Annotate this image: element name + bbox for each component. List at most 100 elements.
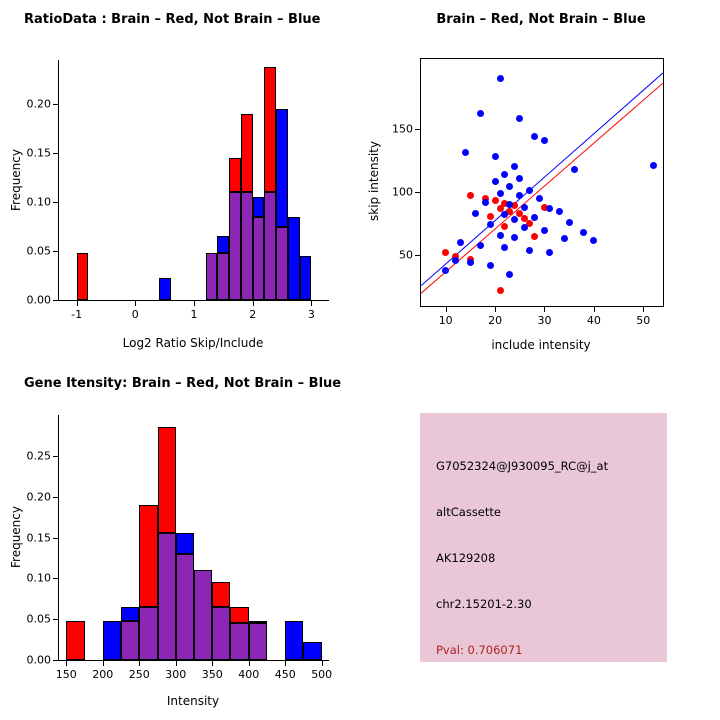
- intensity-scatter-ylabel: skip intensity: [367, 141, 381, 221]
- x-tick: [285, 661, 287, 666]
- scatter-point: [516, 115, 524, 123]
- scatter-point: [649, 161, 657, 169]
- y-tick: [415, 255, 420, 257]
- gene-intensity-histogram-panel: Gene Itensity: Brain – Red, Not Brain – …: [0, 360, 360, 720]
- x-tick: [445, 307, 447, 312]
- x-tick-label: 400: [238, 668, 260, 681]
- ratio-histogram-plot-area: -1 0 1 2 3 0.00 0.05 0.10 0.15 0.20: [27, 60, 329, 321]
- scatter-point: [531, 213, 539, 221]
- scatter-point: [457, 239, 464, 247]
- scatter-point: [521, 215, 529, 223]
- scatter-point: [526, 246, 534, 254]
- y-tick-label: 0.00: [26, 293, 52, 307]
- y-tick-label: 0.15: [26, 146, 52, 160]
- y-tick: [53, 300, 58, 301]
- scatter-point: [570, 165, 578, 173]
- info-line: Pval: 0.706071: [436, 643, 523, 657]
- hist-bar-overlap: [276, 226, 288, 300]
- scatter-point: [486, 261, 494, 269]
- x-tick: [248, 661, 250, 666]
- scatter-point: [481, 198, 489, 206]
- scatter-point: [511, 216, 519, 224]
- x-tick-label: 2: [249, 308, 257, 321]
- hist-bar-blue: [217, 236, 230, 253]
- y-tick-label: 50: [399, 248, 413, 262]
- hist-bar-overlap: [240, 192, 253, 300]
- scatter-point: [516, 174, 524, 182]
- x-tick: [175, 661, 177, 666]
- y-tick-label: 0.00: [26, 653, 52, 667]
- hist-bar-blue: [158, 278, 171, 300]
- hist-bar-red: [248, 620, 267, 624]
- hist-bar-red: [240, 113, 253, 193]
- info-line: AK129208: [436, 551, 496, 565]
- hist-bar-overlap: [139, 606, 158, 660]
- x-tick: [495, 307, 497, 312]
- x-tick: [135, 301, 137, 306]
- hist-bar-overlap: [264, 192, 277, 300]
- scatter-point: [511, 202, 519, 210]
- scatter-point: [491, 197, 499, 205]
- hist-bar-overlap: [175, 553, 194, 660]
- hist-bar-red: [157, 427, 176, 534]
- scatter-point: [536, 194, 544, 202]
- hist-bar-red: [139, 504, 158, 607]
- scatter-point: [511, 234, 519, 242]
- y-tick-label: 0.20: [26, 97, 52, 111]
- x-tick: [252, 301, 254, 306]
- y-tick: [53, 660, 58, 661]
- gene-intensity-histogram-ylabel: Frequency: [9, 506, 23, 568]
- scatter-point: [521, 203, 529, 211]
- scatter-point: [506, 183, 514, 191]
- scatter-point: [481, 194, 489, 202]
- x-tick: [321, 661, 323, 666]
- scatter-point: [496, 204, 504, 212]
- gene-intensity-histogram-title: Gene Itensity: Brain – Red, Not Brain – …: [24, 376, 342, 391]
- scatter-point: [540, 226, 548, 234]
- x-tick: [311, 301, 313, 306]
- hist-bar-red: [230, 606, 249, 624]
- hist-bar-blue: [276, 108, 288, 227]
- scatter-point: [452, 253, 460, 261]
- scatter-point: [501, 211, 509, 219]
- hist-bar-blue: [303, 642, 322, 660]
- x-tick-label: 40: [586, 314, 601, 327]
- scatter-point: [471, 210, 479, 218]
- y-tick: [53, 619, 58, 621]
- x-tick-label: 350: [201, 668, 223, 681]
- scatter-point: [545, 204, 553, 212]
- scatter-point: [486, 221, 494, 229]
- gene-info-panel: G7052324@J930095_RC@j_at altCassette AK129…: [360, 360, 720, 720]
- ratio-histogram-ylabel: Frequency: [9, 149, 23, 211]
- hist-bar-overlap: [194, 570, 213, 660]
- scatter-point: [476, 109, 484, 117]
- intensity-scatter-plot-area: 10 20 30 40 50 50 100 150: [392, 58, 664, 327]
- scatter-point: [491, 178, 499, 186]
- x-tick: [643, 307, 645, 312]
- y-tick: [53, 578, 58, 580]
- ratio-histogram-title: RatioData : Brain – Red, Not Brain – Blu…: [24, 12, 321, 27]
- x-tick-label: 200: [92, 668, 114, 681]
- scatter-point: [501, 199, 509, 207]
- scatter-point: [466, 192, 474, 200]
- x-tick-label: 1: [190, 308, 198, 321]
- x-tick-label: 30: [537, 314, 552, 327]
- y-tick-label: 0.05: [26, 244, 52, 258]
- scatter-point: [516, 192, 524, 200]
- scatter-point: [496, 231, 504, 239]
- hist-bar-red: [264, 66, 277, 193]
- hist-bar-red: [229, 157, 241, 193]
- scatter-point: [466, 259, 474, 267]
- scatter-point: [506, 270, 514, 278]
- info-line: altCassette: [436, 505, 501, 519]
- hist-bar-blue: [121, 606, 140, 621]
- scatter-point: [496, 74, 504, 82]
- scatter-point: [555, 207, 563, 215]
- y-tick: [415, 128, 420, 130]
- hist-bar-blue: [285, 620, 304, 660]
- scatter-point: [442, 267, 450, 275]
- scatter-point: [565, 218, 573, 226]
- hist-bar-blue: [252, 197, 265, 217]
- y-tick: [53, 202, 58, 204]
- x-tick: [139, 661, 141, 666]
